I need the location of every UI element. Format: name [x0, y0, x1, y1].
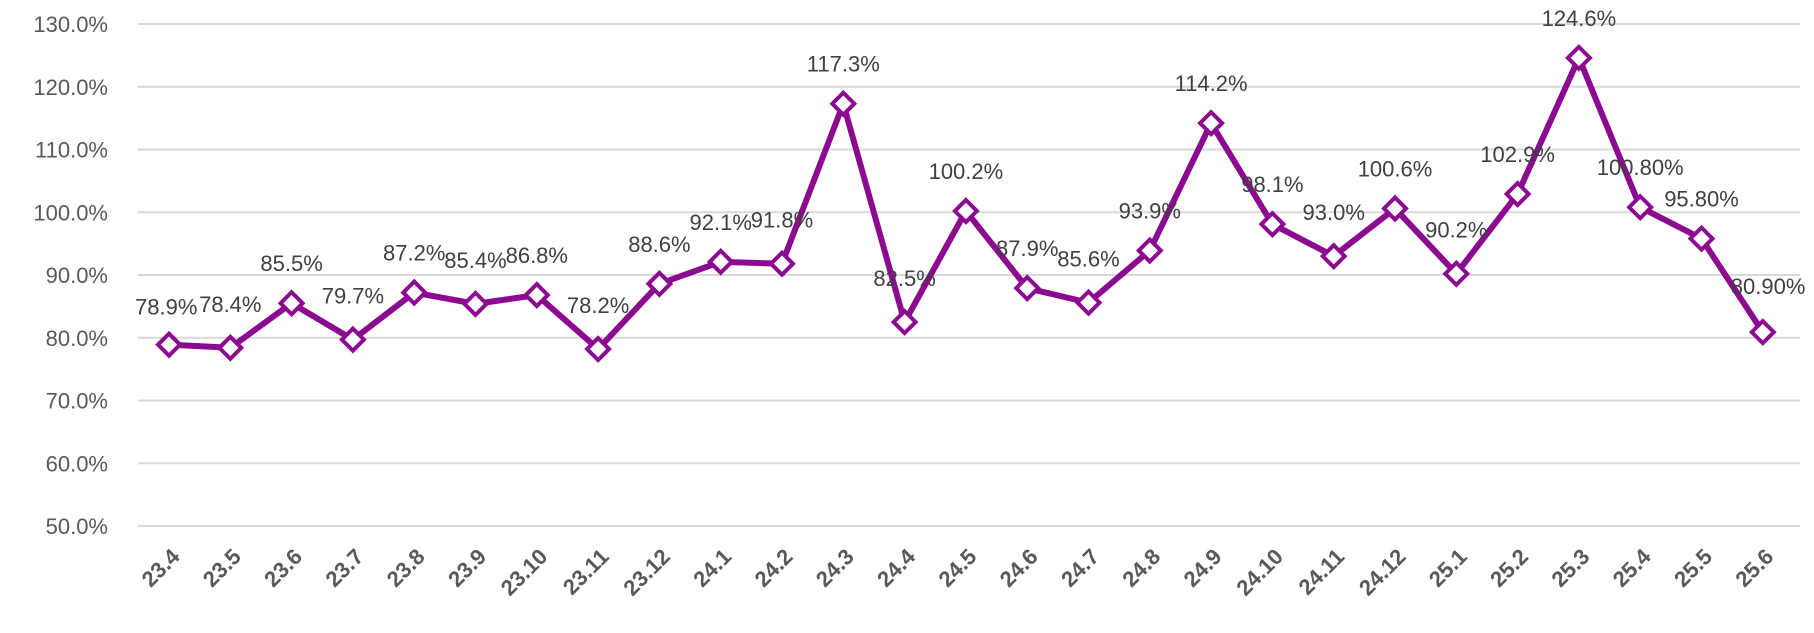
y-tick-label: 110.0%	[35, 138, 108, 163]
x-tick-label: 24.9	[1179, 544, 1227, 592]
y-tick-label: 130.0%	[33, 12, 108, 37]
x-tick-label: 25.1	[1424, 544, 1472, 592]
x-tick-label: 23.5	[198, 544, 246, 592]
x-tick-label: 23.11	[558, 544, 614, 600]
data-point-marker	[1748, 318, 1777, 346]
data-point-marker	[1258, 210, 1287, 239]
data-point-marker	[952, 197, 980, 225]
data-label: 93.9%	[1119, 199, 1181, 224]
data-label: 90.2%	[1425, 218, 1487, 243]
data-label: 95.80%	[1664, 187, 1739, 212]
data-point-marker	[400, 278, 429, 307]
x-tick-label: 23.4	[137, 543, 185, 591]
x-tick-label: 23.7	[320, 544, 368, 592]
data-point-marker	[829, 89, 858, 118]
x-tick-label: 24.4	[872, 543, 920, 591]
data-label: 117.3%	[807, 52, 880, 77]
data-labels: 78.9% 78.4% 85.5%79.7% 87.2%85.4%86.8% 78.2%…	[135, 6, 1805, 320]
data-point-marker	[1503, 180, 1532, 208]
data-point-marker	[461, 290, 490, 318]
data-label: 87.2%	[383, 241, 445, 266]
data-point-marker	[1074, 288, 1103, 317]
x-tick-label: 25.4	[1608, 543, 1656, 591]
data-point-marker	[1013, 274, 1042, 303]
data-label: 98.1%	[1241, 172, 1303, 197]
data-label: 78.9%	[135, 295, 197, 320]
data-point-marker	[706, 247, 735, 276]
x-tick-label: 24.10	[1231, 544, 1288, 601]
data-point-marker	[890, 308, 919, 336]
x-tick-label: 24.5	[933, 544, 981, 592]
data-point-marker	[1197, 109, 1225, 137]
data-label: 114.2%	[1175, 71, 1248, 96]
gridlines	[138, 23, 1800, 527]
y-tick-label: 60.0%	[46, 451, 108, 476]
data-label: 85.4%	[444, 248, 506, 273]
data-label: 78.4%	[199, 292, 261, 317]
data-label: 87.9%	[996, 236, 1058, 261]
data-label: 88.6%	[628, 232, 690, 257]
x-tick-label: 25.5	[1669, 544, 1717, 592]
x-tick-label: 24.7	[1056, 544, 1104, 592]
data-label: 100.6%	[1358, 156, 1433, 181]
data-label: 80.90%	[1731, 274, 1806, 299]
data-label: 79.7%	[322, 284, 384, 309]
data-point-marker	[1626, 193, 1655, 222]
data-label: 92.1%	[690, 210, 752, 235]
x-axis-tick-labels: 23.4 23.5 23.6 23.7 23.8 23.9 23.10 23.11 23.12 2…	[137, 543, 1779, 600]
data-point-marker	[1381, 194, 1409, 223]
x-tick-label: 23.6	[259, 544, 307, 592]
data-point-marker	[584, 335, 612, 363]
data-point-marker	[645, 269, 674, 298]
data-label: 91.8%	[751, 208, 813, 233]
x-tick-label: 24.3	[811, 544, 859, 592]
data-label: 124.6%	[1542, 6, 1617, 31]
y-tick-label: 70.0%	[46, 389, 108, 414]
series-markers	[155, 44, 1777, 363]
x-tick-label: 24.11	[1293, 544, 1349, 600]
y-tick-label: 120.0%	[33, 75, 108, 100]
data-point-marker	[522, 281, 551, 309]
x-tick-label: 24.12	[1354, 544, 1411, 601]
data-label: 93.0%	[1303, 200, 1365, 225]
data-point-marker	[1687, 224, 1716, 253]
data-label: 82.5%	[873, 266, 935, 291]
y-tick-label: 100.0%	[33, 200, 108, 225]
x-tick-label: 23.9	[443, 544, 491, 592]
data-point-marker	[1442, 259, 1471, 288]
data-point-marker	[277, 289, 306, 318]
data-point-marker	[1565, 44, 1593, 72]
y-axis-tick-labels: 50.0% 60.0% 70.0% 80.0% 90.0% 100.0% 110.0% 120…	[33, 12, 108, 539]
data-point-marker	[1135, 236, 1164, 265]
x-tick-label: 23.12	[618, 544, 675, 601]
x-tick-label: 24.1	[688, 544, 736, 592]
y-tick-label: 90.0%	[46, 263, 108, 288]
data-label: 86.8%	[506, 243, 568, 268]
x-tick-label: 24.6	[995, 544, 1043, 592]
data-point-marker	[155, 330, 183, 359]
x-tick-label: 24.8	[1117, 544, 1165, 592]
data-point-marker	[339, 325, 367, 354]
data-label: 100.80%	[1597, 155, 1684, 180]
data-label: 85.6%	[1057, 247, 1119, 272]
data-label: 85.5%	[260, 251, 322, 276]
x-tick-label: 23.8	[382, 544, 430, 592]
data-point-marker	[1319, 242, 1348, 271]
y-tick-label: 80.0%	[46, 326, 108, 351]
data-label: 102.9%	[1480, 142, 1555, 167]
data-label: 78.2%	[567, 293, 629, 318]
x-tick-label: 24.2	[750, 544, 798, 592]
y-tick-label: 50.0%	[46, 514, 108, 539]
x-tick-label: 23.10	[496, 544, 553, 601]
x-tick-label: 25.6	[1730, 544, 1778, 592]
x-tick-label: 25.3	[1546, 544, 1594, 592]
x-tick-label: 25.2	[1485, 544, 1533, 592]
data-point-marker	[216, 333, 245, 362]
data-point-marker	[768, 249, 796, 278]
data-label: 100.2%	[929, 159, 1004, 184]
